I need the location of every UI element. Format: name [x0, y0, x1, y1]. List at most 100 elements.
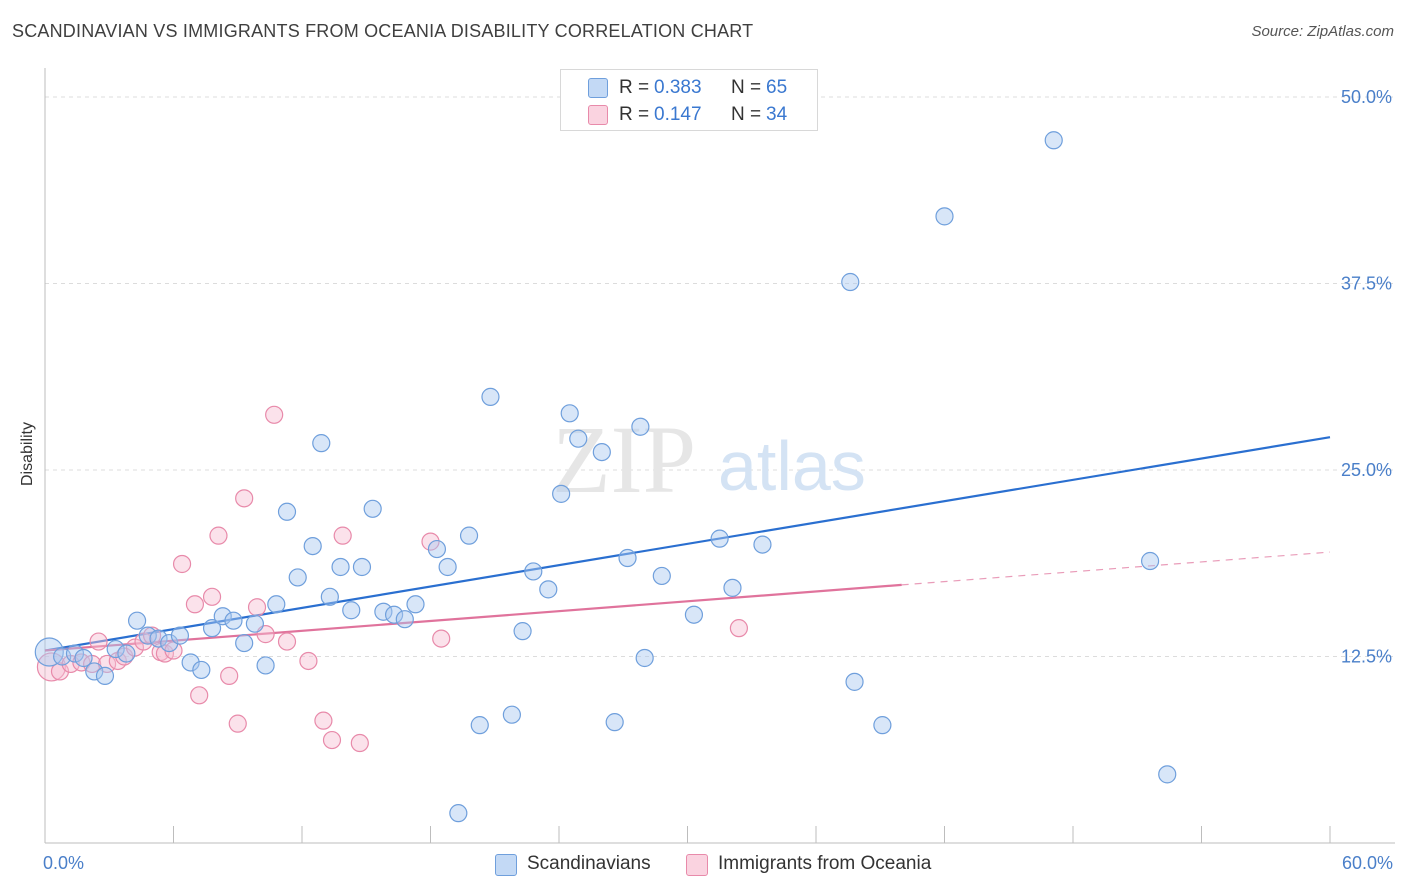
scandinavian-point	[224, 611, 243, 630]
scandinavian-point	[427, 539, 447, 559]
scandinavian-point	[352, 557, 372, 577]
scandinavian-point	[592, 442, 611, 462]
legend-r-label: R =	[619, 77, 650, 98]
scandinavian-point	[288, 568, 307, 587]
scandinavian-point	[710, 529, 729, 548]
scandinavian-point	[331, 557, 350, 577]
legend-n-label: N =	[731, 77, 762, 98]
legend-n-label: N =	[731, 104, 762, 125]
scandinavian-point	[618, 548, 637, 568]
scandinavian-point	[502, 705, 521, 724]
scandinavian-point	[202, 619, 222, 638]
scandinavian-point	[873, 716, 892, 735]
scandinavian-point	[74, 648, 93, 668]
scandinavian-point	[481, 387, 500, 406]
scandinavian-point	[845, 672, 864, 691]
oceania-point	[50, 662, 70, 681]
oceania-point	[228, 714, 247, 733]
oceania-point	[220, 666, 239, 685]
scandinavian-points	[34, 131, 1177, 823]
scandinavian-point	[138, 626, 157, 645]
scandinavian-point	[117, 644, 136, 663]
scandinavian-point	[539, 580, 558, 599]
scandinavian-point	[406, 595, 425, 614]
oceania-point	[314, 711, 333, 730]
y-tick-label: 25.0%	[1341, 460, 1392, 480]
legend-label: Immigrants from Oceania	[718, 853, 932, 874]
chart-title: SCANDINAVIAN VS IMMIGRANTS FROM OCEANIA …	[12, 21, 754, 41]
scandinavian-point	[470, 716, 489, 735]
oceania-point	[89, 632, 108, 651]
oceania-point	[322, 730, 342, 750]
oceania-point	[421, 532, 440, 551]
scandinavian-point	[1140, 551, 1160, 571]
scandinavian-point	[127, 611, 147, 630]
oceania-point	[209, 526, 228, 545]
gridlines	[45, 96, 1395, 657]
scandinavian-point	[569, 429, 588, 448]
scandinavian-point	[213, 607, 232, 626]
trend-line-extension	[901, 551, 1331, 586]
oceania-point	[277, 632, 297, 651]
legend-swatch-scandinavians	[588, 78, 608, 98]
scandinavian-point	[106, 639, 125, 659]
scandinavian-point	[363, 499, 382, 518]
scandinavian-point	[841, 272, 860, 292]
scandinavian-point	[34, 637, 64, 667]
scandinavian-point	[395, 610, 414, 629]
oceania-point	[333, 526, 352, 545]
scandinavian-point	[149, 629, 168, 648]
scandinavian-point	[684, 605, 704, 624]
legend-label: Scandinavians	[527, 853, 651, 874]
y-tick-label: 12.5%	[1341, 647, 1392, 667]
scandinavian-point	[320, 587, 339, 606]
scandinavian-point	[459, 526, 479, 545]
scandinavian-point	[513, 622, 532, 641]
scandinavian-point	[1044, 131, 1063, 150]
scandinavian-point	[631, 417, 650, 436]
scandinavian-point	[374, 602, 393, 621]
legend-r-label: R =	[619, 104, 650, 125]
scandinavian-point	[1158, 765, 1177, 784]
legend-r-value: 0.147	[654, 104, 702, 125]
oceania-point	[265, 405, 284, 424]
oceania-point	[185, 595, 205, 614]
scandinavian-point	[160, 633, 179, 653]
legend-row-scandinavians: R = 0.383 N = 65	[561, 74, 817, 100]
scandinavian-point	[277, 502, 297, 521]
scandinavian-point	[192, 660, 211, 680]
watermark: ZIP	[552, 406, 696, 513]
watermark-atlas: atlas	[718, 427, 866, 505]
oceania-point	[36, 652, 67, 682]
scandinavian-point	[552, 484, 571, 503]
scandinavian-point	[935, 207, 954, 226]
x-tick-labels: 0.0% 60.0%	[43, 853, 1393, 873]
source-label: Source: ZipAtlas.com	[1251, 23, 1394, 40]
legend-stats: R = 0.383 N = 65 R = 0.147 N = 34	[560, 69, 818, 131]
oceania-point	[190, 686, 209, 705]
scandinavian-point	[235, 633, 254, 653]
oceania-point	[432, 629, 451, 648]
oceania-point	[350, 733, 369, 753]
y-tick-labels: 12.5% 25.0% 37.5% 50.0%	[1341, 87, 1392, 667]
scandinavian-point	[181, 653, 200, 672]
scandinavian-point	[85, 662, 104, 681]
x-tick-label: 0.0%	[43, 853, 84, 873]
legend-n-value: 34	[766, 104, 788, 125]
legend-swatch-scandinavians	[495, 854, 517, 876]
scandinavian-point	[256, 656, 275, 675]
scandinavian-point	[524, 562, 543, 581]
scandinavian-point	[170, 626, 190, 645]
oceania-point	[202, 587, 222, 606]
oceania-point	[247, 598, 267, 617]
oceania-points	[36, 405, 749, 753]
y-tick-label: 50.0%	[1341, 87, 1392, 107]
scandinavian-point	[267, 595, 286, 614]
scandinavian-point	[342, 601, 361, 620]
legend-n-value: 65	[766, 77, 788, 98]
axes	[44, 68, 1395, 844]
legend-swatch-oceania	[588, 105, 608, 125]
scandinavian-point	[438, 557, 457, 577]
scandinavian-point	[312, 434, 331, 453]
